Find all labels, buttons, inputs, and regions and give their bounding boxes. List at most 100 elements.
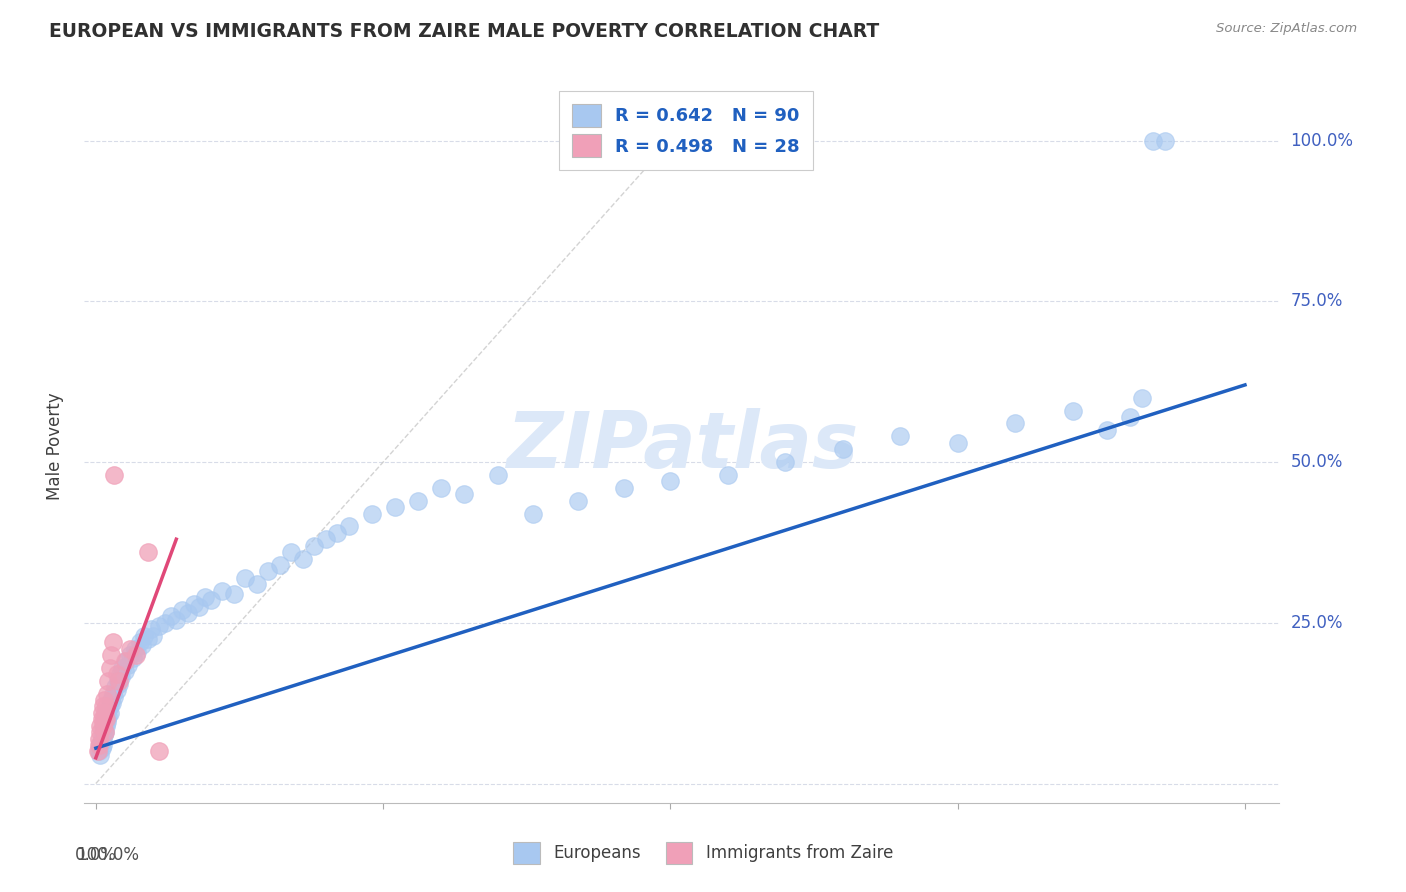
Point (89, 744, 111, 758)
Point (127, 645, 149, 659)
Point (93, 728, 115, 742)
Point (114, 664, 136, 678)
Point (96, 712, 118, 726)
Point (90, 735, 112, 749)
Legend: R = 0.642   N = 90, R = 0.498   N = 28: R = 0.642 N = 90, R = 0.498 N = 28 (560, 91, 813, 170)
Point (89, 738, 111, 752)
Point (170, 603, 193, 617)
Point (96, 706, 118, 720)
Point (889, 429, 911, 443)
Point (90, 712, 112, 726)
Point (406, 493, 429, 508)
Point (1153, 134, 1175, 148)
Point (1130, 391, 1153, 405)
Point (94, 712, 117, 726)
Point (90, 706, 112, 720)
Point (93, 722, 115, 736)
Text: 100.0%: 100.0% (76, 846, 139, 863)
Point (429, 481, 451, 495)
Point (91, 738, 114, 752)
Point (103, 467, 125, 482)
Point (1119, 410, 1142, 425)
Point (280, 545, 302, 559)
Point (120, 648, 142, 662)
Point (153, 615, 176, 630)
Point (188, 599, 211, 614)
Point (89, 738, 111, 752)
Text: ZIPatlas: ZIPatlas (506, 408, 858, 484)
Point (97, 709, 120, 723)
Point (360, 507, 382, 521)
Point (1142, 134, 1164, 148)
Point (114, 654, 136, 668)
Point (93, 712, 115, 726)
Point (222, 587, 245, 601)
Point (257, 565, 280, 579)
Point (105, 667, 128, 681)
Text: Source: ZipAtlas.com: Source: ZipAtlas.com (1216, 22, 1357, 36)
Point (148, 744, 170, 758)
Point (177, 606, 200, 620)
Point (125, 648, 148, 662)
Point (107, 673, 129, 688)
Point (139, 622, 162, 636)
Point (90, 731, 112, 746)
Point (98, 661, 121, 675)
Point (98, 699, 121, 714)
Point (132, 629, 156, 643)
Y-axis label: Male Poverty: Male Poverty (45, 392, 63, 500)
Point (233, 571, 256, 585)
Point (94, 706, 117, 720)
Point (93, 719, 115, 733)
Text: 100.0%: 100.0% (1291, 132, 1354, 150)
Point (717, 467, 740, 482)
Point (108, 673, 131, 688)
Point (315, 533, 337, 547)
Point (200, 593, 222, 607)
Point (105, 683, 128, 698)
Point (131, 638, 153, 652)
Point (337, 519, 360, 533)
Point (522, 507, 544, 521)
Point (98, 706, 121, 720)
Point (120, 641, 142, 656)
Point (486, 467, 509, 482)
Point (111, 661, 134, 675)
Point (91, 731, 114, 746)
Point (96, 699, 118, 714)
Point (96, 719, 118, 733)
Point (183, 597, 205, 611)
Point (94, 725, 117, 739)
Point (291, 551, 314, 566)
Point (90, 741, 112, 756)
Point (775, 455, 797, 469)
Point (659, 475, 682, 489)
Point (103, 690, 125, 704)
Point (136, 632, 159, 646)
Point (100, 693, 122, 707)
Point (453, 487, 475, 501)
Point (302, 539, 325, 553)
Point (194, 590, 217, 604)
Point (91, 699, 114, 714)
Text: 25.0%: 25.0% (1291, 614, 1343, 632)
Point (108, 667, 131, 681)
Point (326, 525, 349, 540)
Point (89, 731, 111, 746)
Point (117, 657, 139, 672)
Point (91, 719, 114, 733)
Point (165, 613, 187, 627)
Point (159, 609, 181, 624)
Text: 50.0%: 50.0% (1291, 453, 1343, 471)
Point (1062, 403, 1084, 417)
Point (100, 648, 122, 662)
Point (384, 500, 406, 514)
Text: EUROPEAN VS IMMIGRANTS FROM ZAIRE MALE POVERTY CORRELATION CHART: EUROPEAN VS IMMIGRANTS FROM ZAIRE MALE P… (49, 22, 880, 41)
Point (567, 493, 589, 508)
Point (101, 635, 124, 649)
Point (114, 654, 136, 668)
Point (269, 558, 291, 572)
Point (93, 693, 115, 707)
Point (246, 577, 269, 591)
Point (946, 435, 969, 450)
